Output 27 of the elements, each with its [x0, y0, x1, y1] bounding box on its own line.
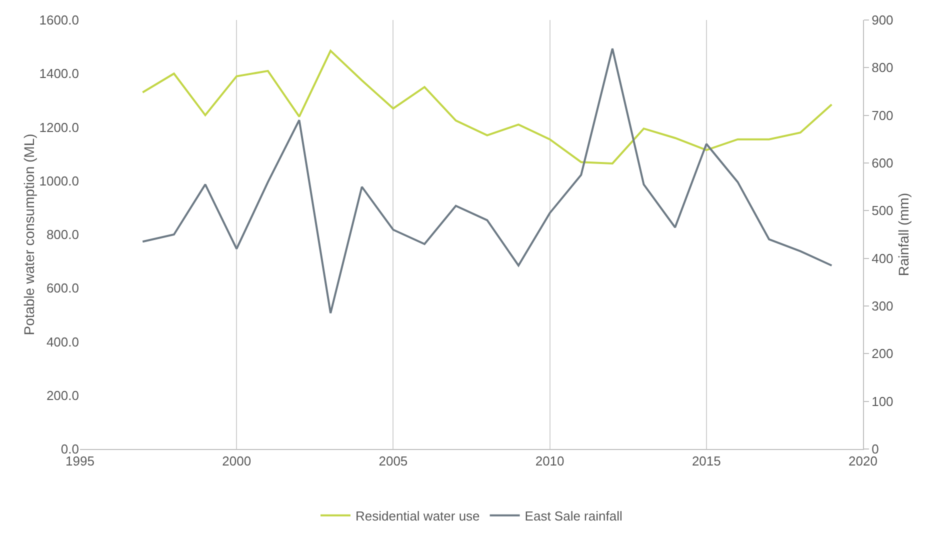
y2-axis-title: Rainfall (mm)	[895, 192, 912, 276]
y2-tick-label: 500	[872, 203, 894, 218]
x-tick-label: 2010	[535, 454, 564, 469]
y-tick-label: 1600.0	[39, 12, 79, 28]
y-tick-label: 1000.0	[39, 173, 79, 188]
y-tick-label: 1200.0	[39, 120, 79, 135]
y-tick-label: 200.0	[46, 388, 79, 403]
y2-tick-label: 300	[872, 298, 894, 314]
y2-tick-label: 200	[872, 346, 894, 362]
y2-tick-label: 900	[872, 12, 894, 28]
y-axis-title: Potable water consumption (ML)	[21, 134, 38, 336]
y-tick-label: 600.0	[46, 280, 79, 296]
y-tick-label: 1400.0	[39, 66, 79, 82]
line-series	[142, 50, 833, 164]
legend-label: East Sale rainfall	[524, 508, 622, 524]
legend-label: Residential water use	[356, 508, 480, 524]
y2-tick-label: 700	[872, 108, 894, 123]
x-tick-label: 2005	[378, 454, 408, 469]
x-tick-label: 2000	[222, 454, 252, 469]
x-tick-label: 2015	[692, 454, 721, 469]
y2-tick-label: 800	[872, 60, 894, 76]
y-tick-label: 800.0	[46, 227, 79, 242]
y2-tick-label: 100	[872, 394, 894, 409]
line-series	[142, 48, 833, 314]
y2-tick-label: 600	[872, 156, 894, 171]
y2-tick-label: 400	[872, 250, 894, 266]
y-tick-label: 400.0	[46, 334, 79, 350]
